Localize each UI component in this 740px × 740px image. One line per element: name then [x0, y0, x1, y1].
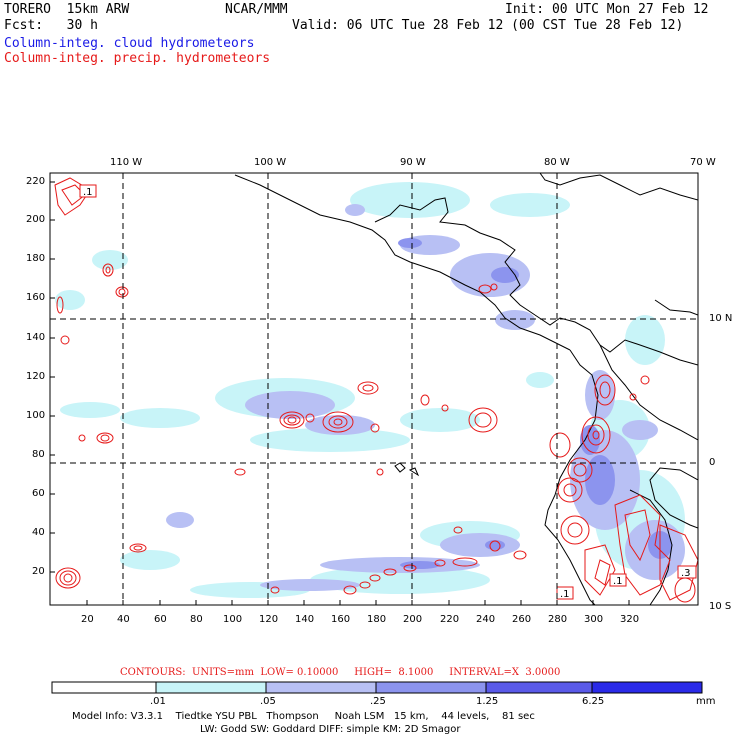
x-tick: 120 [259, 614, 279, 625]
precip-contour-labels: .1 .1 .1 .3 [79, 184, 697, 600]
precip-label: .1 [83, 187, 93, 198]
axis-ticks [50, 181, 630, 605]
legend-value: 1.25 [476, 696, 499, 707]
x-tick: 240 [476, 614, 496, 625]
lon-label: 90 W [400, 157, 426, 168]
lat-label: 10 N [709, 313, 733, 324]
lon-label: 100 W [254, 157, 287, 168]
precip-label: .3 [681, 568, 691, 579]
map-frame [49, 172, 699, 606]
y-tick: 180 [26, 253, 46, 264]
legend-value: .01 [150, 696, 166, 707]
x-tick: 20 [81, 614, 94, 625]
legend-value: 6.25 [582, 696, 605, 707]
x-tick: 140 [295, 614, 315, 625]
x-tick: 220 [440, 614, 460, 625]
model-title: TORERO 15km ARW [4, 2, 130, 17]
init-time: Init: 00 UTC Mon 27 Feb 12 [505, 2, 709, 17]
y-tick: 220 [26, 176, 46, 187]
y-tick: 20 [32, 566, 45, 577]
contours-info: CONTOURS: UNITS=mm LOW= 0.10000 HIGH= 8.… [120, 667, 561, 678]
x-tick: 60 [154, 614, 167, 625]
lat-lon-grid [50, 173, 698, 605]
lat-label: 0 [709, 457, 716, 468]
x-tick: 180 [367, 614, 387, 625]
forecast-hour: Fcst: 30 h [4, 18, 98, 33]
cloud-field [55, 182, 685, 598]
color-legend [51, 681, 703, 694]
model-info: Model Info: V3.3.1 Tiedtke YSU PBL Thomp… [72, 711, 535, 722]
precip-contours [54, 177, 698, 603]
field-cloud-label: Column-integ. cloud hydrometeors [4, 36, 255, 51]
y-tick: 160 [26, 292, 46, 303]
y-tick: 100 [26, 410, 46, 421]
legend-unit: mm [696, 696, 716, 707]
y-tick: 60 [32, 488, 45, 499]
precip-label: .1 [560, 589, 570, 600]
lat-label: 10 S [709, 601, 732, 612]
legend-value: .25 [370, 696, 386, 707]
lon-label: 110 W [110, 157, 143, 168]
x-tick: 300 [584, 614, 604, 625]
lon-label: 80 W [544, 157, 570, 168]
x-tick: 200 [403, 614, 423, 625]
x-tick: 320 [620, 614, 640, 625]
x-tick: 260 [512, 614, 532, 625]
y-tick: 140 [26, 332, 46, 343]
y-tick: 80 [32, 449, 45, 460]
precip-label: .1 [613, 576, 623, 587]
org-label: NCAR/MMM [225, 2, 288, 17]
y-tick: 200 [26, 214, 46, 225]
model-physics: LW: Godd SW: Goddard DIFF: simple KM: 2D… [200, 724, 461, 735]
valid-time: Valid: 06 UTC Tue 28 Feb 12 (00 CST Tue … [292, 18, 684, 33]
x-tick: 280 [548, 614, 568, 625]
legend-value: .05 [260, 696, 276, 707]
x-tick: 100 [223, 614, 243, 625]
x-tick: 160 [331, 614, 351, 625]
x-tick: 80 [190, 614, 203, 625]
x-tick: 40 [117, 614, 130, 625]
y-tick: 40 [32, 527, 45, 538]
y-tick: 120 [26, 371, 46, 382]
lon-label: 70 W [690, 157, 716, 168]
field-precip-label: Column-integ. precip. hydrometeors [4, 51, 271, 66]
